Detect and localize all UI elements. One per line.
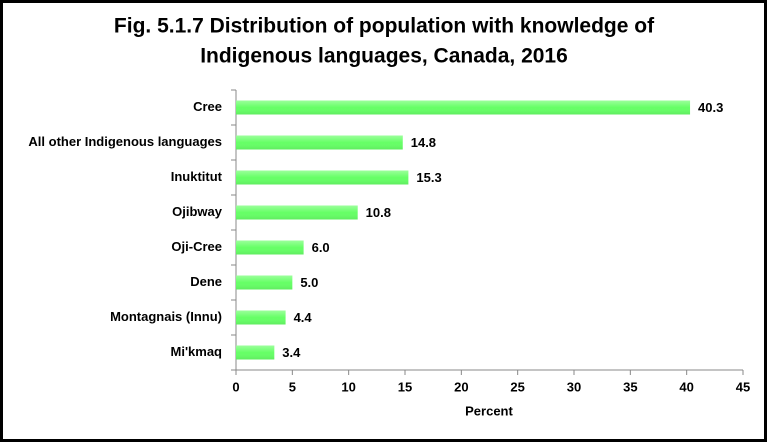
x-tick-label: 20 (454, 379, 468, 394)
value-label: 14.8 (411, 135, 436, 150)
bar-shade (236, 345, 275, 360)
x-tick-label: 25 (510, 379, 524, 394)
value-label: 40.3 (698, 100, 723, 115)
value-label: 3.4 (282, 345, 301, 360)
value-label: 5.0 (300, 275, 318, 290)
bar-shade (236, 100, 691, 115)
y-tick-label: Mi'kmaq (171, 344, 223, 359)
bar-shade (236, 135, 403, 150)
chart-title: Fig. 5.1.7 Distribution of population wi… (114, 15, 655, 38)
y-tick-label: All other Indigenous languages (28, 134, 222, 149)
bar-shade (236, 310, 286, 325)
y-tick-label: Dene (190, 274, 222, 289)
x-tick-label: 40 (679, 379, 693, 394)
bar-shade (236, 170, 409, 185)
x-tick-label: 45 (736, 379, 750, 394)
chart-title: Indigenous languages, Canada, 2016 (200, 45, 568, 68)
x-axis-label: Percent (465, 403, 513, 418)
bar-shade (236, 205, 358, 220)
value-label: 10.8 (366, 205, 391, 220)
x-tick-label: 15 (398, 379, 412, 394)
y-tick-label: Cree (193, 99, 222, 114)
value-label: 6.0 (312, 240, 330, 255)
value-label: 15.3 (416, 170, 441, 185)
x-tick-label: 30 (567, 379, 581, 394)
value-label: 4.4 (294, 310, 313, 325)
x-tick-label: 0 (232, 379, 239, 394)
x-tick-label: 10 (341, 379, 355, 394)
bar-shade (236, 240, 304, 255)
y-tick-label: Oji-Cree (171, 239, 222, 254)
x-tick-label: 5 (289, 379, 296, 394)
bar-shade (236, 275, 293, 290)
y-tick-label: Ojibway (172, 204, 223, 219)
x-tick-label: 35 (623, 379, 637, 394)
y-tick-label: Inuktitut (171, 169, 223, 184)
y-tick-label: Montagnais (Innu) (110, 309, 222, 324)
